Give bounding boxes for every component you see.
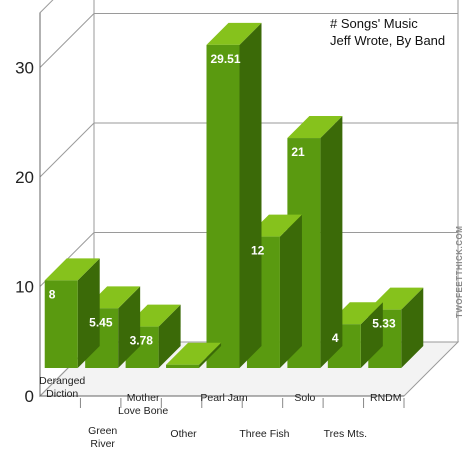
x-category-label: Other: [170, 428, 197, 440]
x-category-label: RNDM: [370, 392, 402, 404]
bar-front: [206, 44, 240, 368]
x-category-label: Deranged: [39, 375, 85, 387]
bar-top: [287, 116, 343, 139]
x-category-label: Solo: [294, 392, 315, 404]
bar-value-label: 29.51: [211, 52, 241, 66]
y-tick-label: 20: [15, 168, 34, 187]
chart-title-line: # Songs' Music: [330, 16, 418, 31]
bar-side: [239, 22, 262, 368]
x-category-label: River: [90, 438, 115, 450]
gridline-side: [39, 13, 95, 68]
bar-front: [44, 280, 78, 368]
bar-side: [360, 302, 383, 368]
x-category-label: Love Bone: [118, 405, 168, 417]
gridline-side: [39, 122, 95, 178]
bar-front: [166, 364, 200, 368]
bar-side: [320, 116, 343, 368]
watermark-text: TWOFEETTHICK.COM: [455, 226, 464, 318]
bar-top: [44, 258, 100, 281]
chart-title-line: Jeff Wrote, By Band: [330, 33, 445, 48]
bar-side: [118, 286, 141, 368]
bar-top: [166, 342, 222, 365]
bar-side: [279, 214, 302, 368]
bar-side: [199, 342, 222, 368]
bar-value-label: 3.78: [130, 334, 154, 348]
bar: [166, 342, 222, 368]
y-tick-label: 30: [15, 59, 34, 78]
x-category-label: Pearl Jam: [200, 392, 248, 404]
bar-top: [206, 22, 262, 45]
labels-layer: 0 10 20 30 5.33 4 21 12 29.51 3.78 5.45 8 DerangedDi…: [15, 52, 401, 450]
y-tick-label: 10: [15, 278, 34, 297]
x-category-label: Three Fish: [239, 428, 289, 440]
bar-side: [401, 287, 424, 368]
x-category-label: Diction: [46, 388, 78, 400]
x-category-label: Mother: [127, 392, 160, 404]
bar-side: [158, 304, 181, 368]
bar-side: [77, 258, 100, 368]
x-category-label: Tres Mts.: [324, 428, 367, 440]
bar-value-label: 12: [251, 244, 265, 258]
bar: [44, 258, 100, 368]
bars-layer: [44, 22, 424, 368]
bar: [206, 22, 262, 368]
bar-value-label: 5.45: [89, 315, 113, 329]
bar-value-label: 8: [49, 287, 56, 301]
bar-value-label: 4: [332, 331, 339, 345]
y-tick-label: 0: [25, 387, 34, 406]
bar-value-label: 5.33: [372, 317, 396, 331]
bar-value-label: 21: [291, 145, 305, 159]
x-category-label: Green: [88, 425, 117, 437]
chart-title: # Songs' Music Jeff Wrote, By Band: [330, 16, 445, 48]
